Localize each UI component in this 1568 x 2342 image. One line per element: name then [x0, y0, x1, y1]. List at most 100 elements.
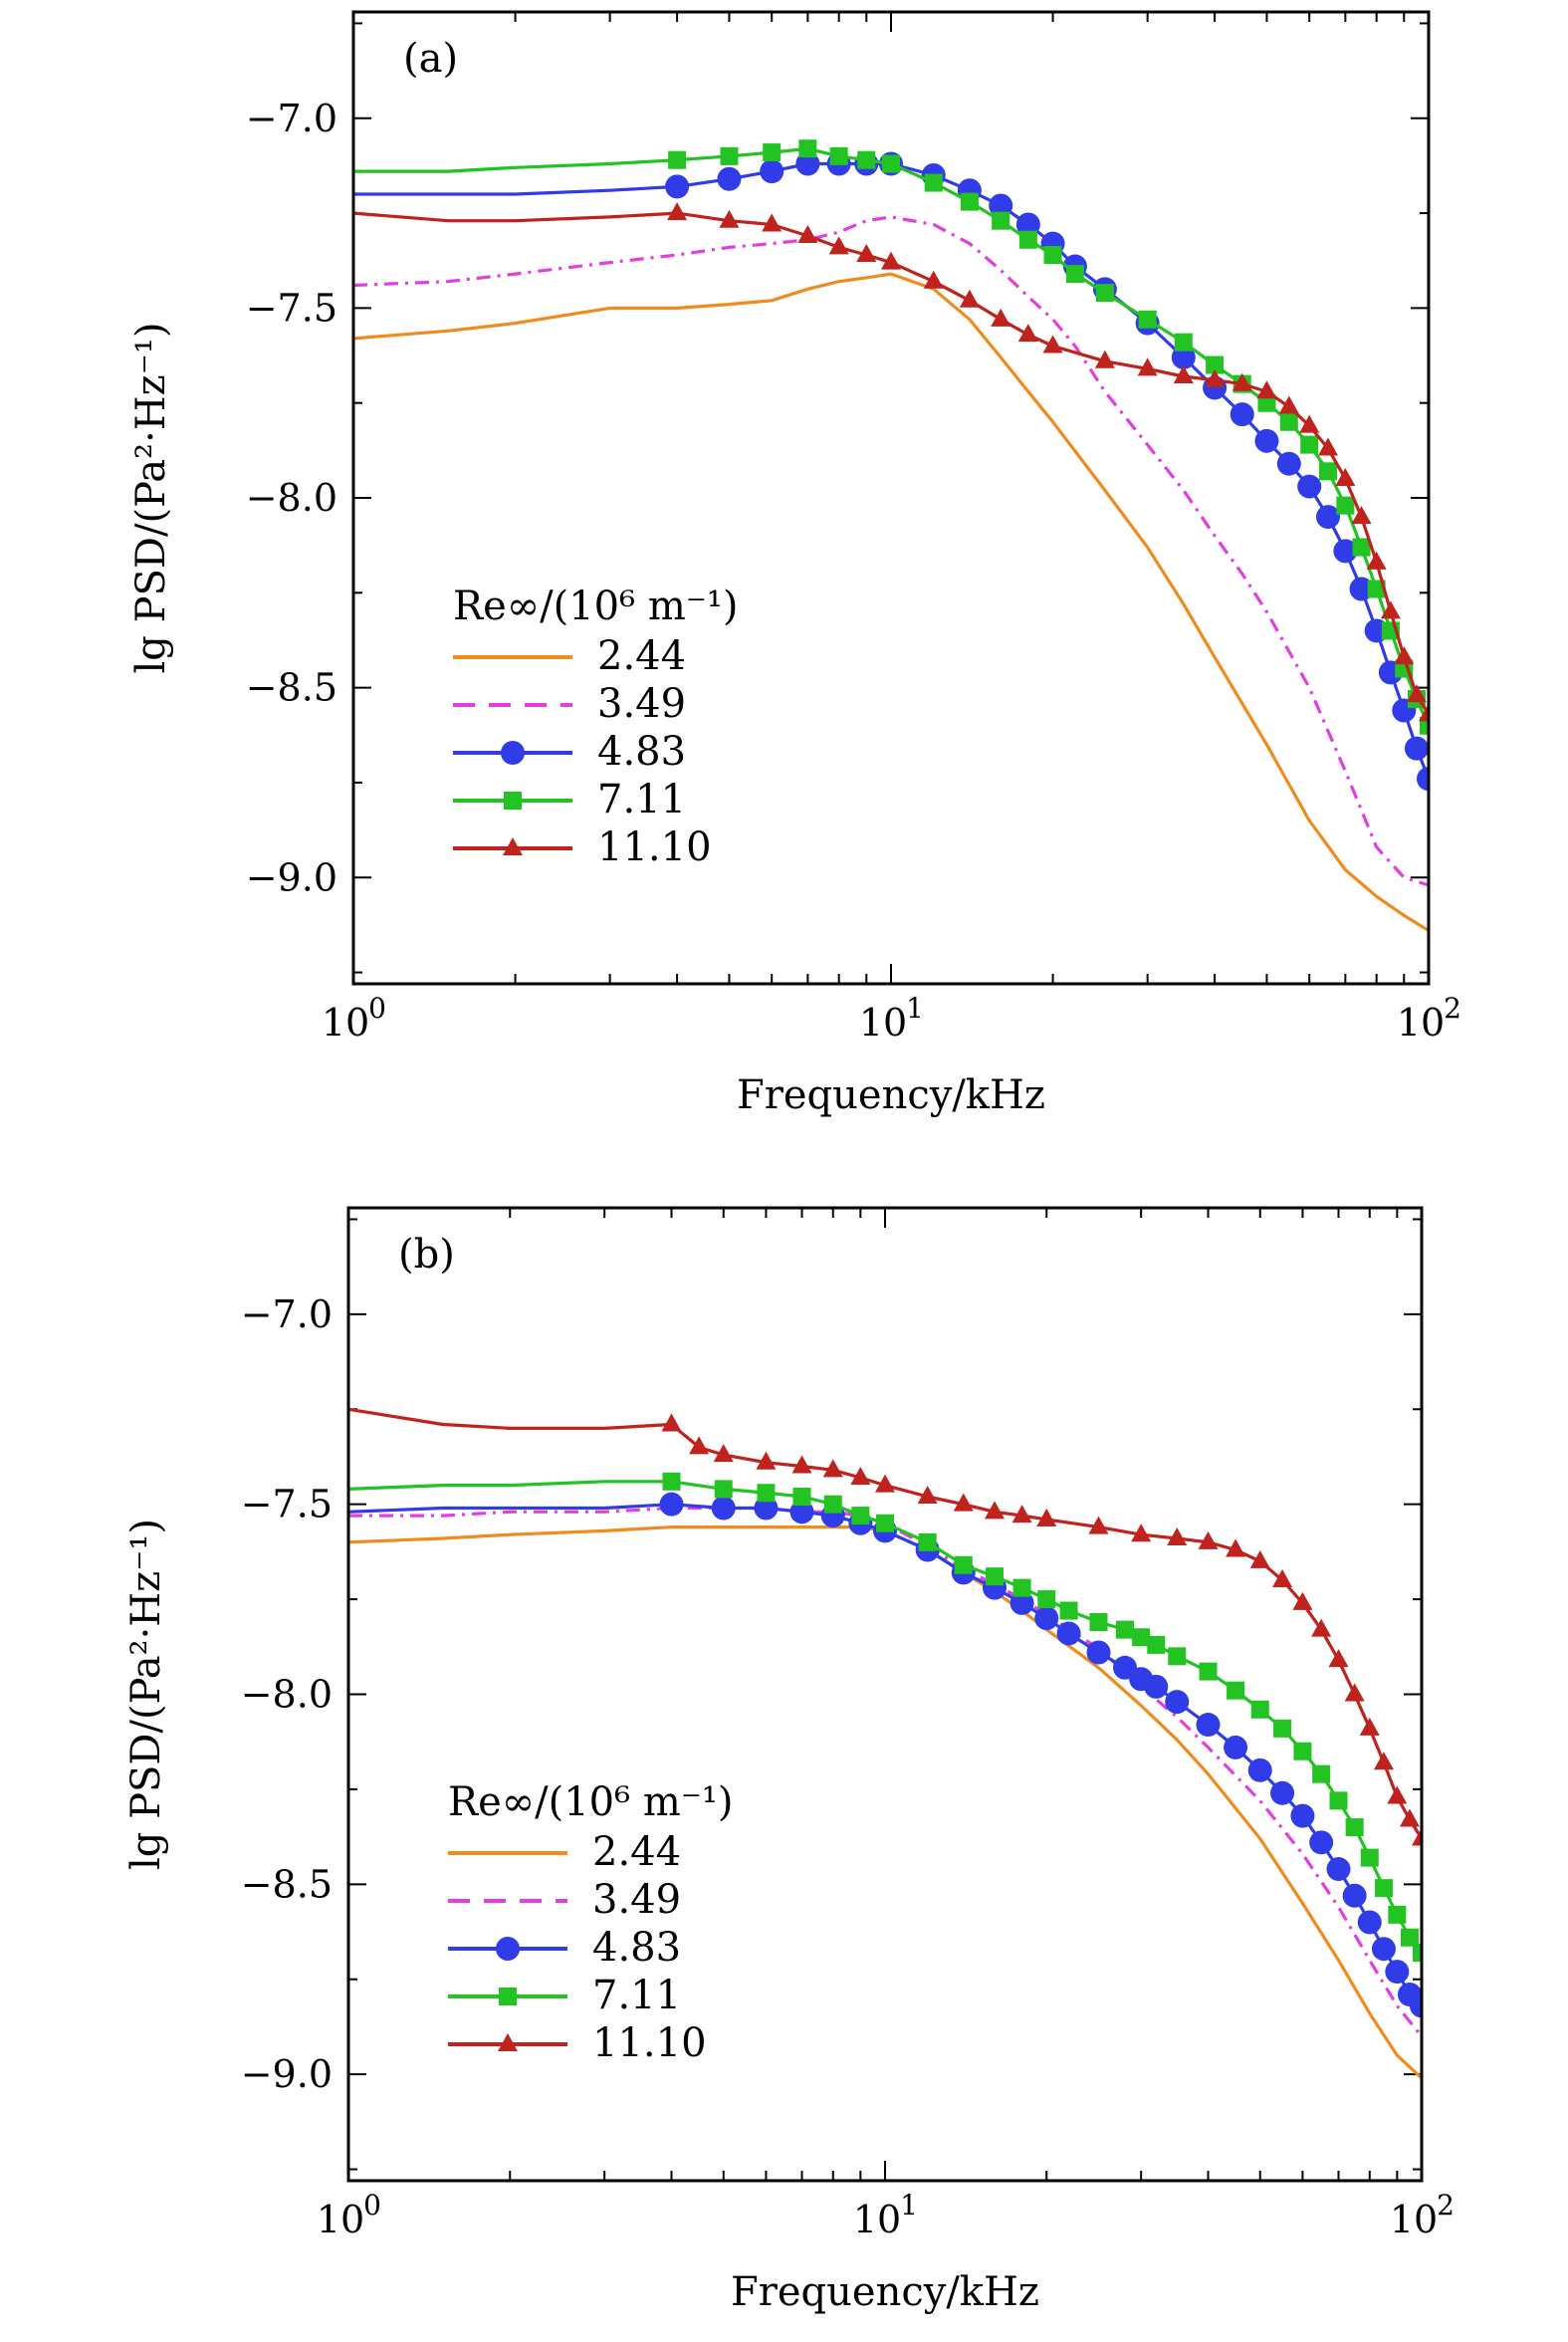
legend-label: 2.44 — [592, 1829, 681, 1875]
legend-title: Re∞/(10⁶ m⁻¹) — [448, 1779, 734, 1825]
triangle-marker — [1394, 646, 1415, 665]
panel-label: (a) — [403, 36, 458, 82]
square-marker — [1227, 1681, 1245, 1700]
triangle-marker — [1328, 1649, 1349, 1668]
x-tick-exponent: 0 — [368, 992, 386, 1025]
y-axis-title: lg PSD/(Pa²·Hz⁻¹) — [128, 322, 174, 673]
circle-marker — [1144, 1674, 1169, 1699]
series-line — [353, 215, 1429, 887]
circle-marker — [1254, 428, 1279, 453]
triangle-marker — [985, 1501, 1006, 1520]
triangle-marker — [1094, 350, 1115, 368]
legend-item: 2.44 — [453, 633, 686, 679]
triangle-marker — [498, 2033, 518, 2051]
series-line — [348, 1524, 1422, 2080]
triangle-marker — [797, 224, 818, 243]
triangle-marker — [875, 1474, 895, 1493]
legend-item: 3.49 — [448, 1877, 681, 1923]
legend-label: 2.44 — [597, 633, 686, 679]
y-tick-label: −8.0 — [246, 476, 337, 520]
legend-item: 11.10 — [453, 824, 712, 870]
square-marker — [1312, 1764, 1331, 1783]
square-marker — [986, 1567, 1005, 1586]
circle-marker — [501, 741, 525, 765]
circle-marker — [1224, 1735, 1248, 1759]
square-marker — [823, 1495, 842, 1514]
plot-frame — [351, 10, 1431, 986]
circle-marker — [1404, 736, 1429, 761]
circle-marker — [1309, 1830, 1334, 1855]
square-marker — [1318, 462, 1337, 481]
circle-marker — [1371, 1937, 1396, 1962]
circle-marker — [789, 1500, 814, 1524]
triangle-marker — [856, 244, 877, 262]
legend-item: 3.49 — [453, 681, 686, 727]
x-tick-exponent: 1 — [906, 992, 924, 1025]
axis-ticks — [347, 1208, 1423, 2181]
x-tick-label: 100 — [322, 992, 386, 1045]
legend-label: 4.83 — [597, 729, 686, 775]
panel-label: (b) — [398, 1232, 455, 1278]
circle-marker — [665, 174, 690, 199]
circle-marker — [1333, 539, 1358, 564]
series-3.49 — [353, 215, 1429, 887]
square-marker — [829, 146, 848, 165]
square-marker — [954, 1555, 973, 1574]
circle-marker — [1171, 345, 1196, 369]
triangle-marker — [959, 289, 980, 308]
triangle-marker — [953, 1493, 974, 1512]
square-marker — [1336, 496, 1355, 515]
square-marker — [992, 211, 1010, 230]
y-tick-label: −7.5 — [246, 286, 337, 330]
triangle-marker — [1359, 1717, 1380, 1736]
triangle-marker — [1366, 551, 1387, 570]
triangle-marker — [1344, 1683, 1365, 1702]
square-marker — [1012, 1578, 1031, 1597]
square-marker — [1250, 1700, 1269, 1719]
triangle-marker — [1335, 467, 1356, 486]
triangle-marker — [1131, 1523, 1152, 1542]
legend-label: 7.11 — [597, 777, 686, 822]
series-7.11 — [348, 1472, 1422, 1963]
square-marker — [1206, 355, 1225, 374]
square-marker — [1116, 1620, 1135, 1639]
y-axis-title: lg PSD/(Pa²·Hz⁻¹) — [123, 1519, 169, 1870]
circle-marker — [754, 1496, 779, 1521]
triangle-marker — [1292, 1591, 1313, 1610]
triangle-marker — [822, 1459, 843, 1478]
triangle-marker — [1373, 1752, 1394, 1770]
square-marker — [1293, 1742, 1312, 1760]
triangle-marker — [689, 1436, 710, 1455]
circle-marker — [1086, 1640, 1111, 1665]
square-marker — [668, 150, 687, 169]
square-marker — [1367, 580, 1386, 598]
square-marker — [720, 146, 739, 165]
square-marker — [876, 1514, 894, 1532]
legend-label: 3.49 — [592, 1877, 681, 1923]
triangle-marker — [1299, 414, 1320, 433]
series-2.44 — [348, 1524, 1422, 2080]
square-marker — [1352, 538, 1371, 557]
triangle-marker — [1380, 600, 1401, 619]
circle-marker — [1357, 1910, 1382, 1935]
legend-label: 11.10 — [597, 824, 712, 870]
legend-item: 11.10 — [448, 2020, 707, 2066]
square-marker — [1300, 435, 1319, 454]
y-tick-label: −8.5 — [241, 1862, 333, 1906]
triangle-marker — [1249, 1549, 1270, 1568]
triangle-marker — [1412, 1827, 1422, 1846]
triangle-marker — [1137, 357, 1158, 376]
square-marker — [1168, 1647, 1187, 1666]
square-marker — [1388, 1905, 1407, 1924]
legend-item: 7.11 — [453, 777, 686, 822]
triangle-marker — [791, 1455, 812, 1474]
circle-marker — [1247, 1757, 1272, 1782]
circle-marker — [711, 1496, 736, 1521]
x-tick-exponent: 1 — [900, 2189, 918, 2222]
y-tick-label: −7.0 — [246, 97, 337, 140]
square-marker — [1059, 1601, 1078, 1620]
circle-marker — [717, 166, 742, 191]
